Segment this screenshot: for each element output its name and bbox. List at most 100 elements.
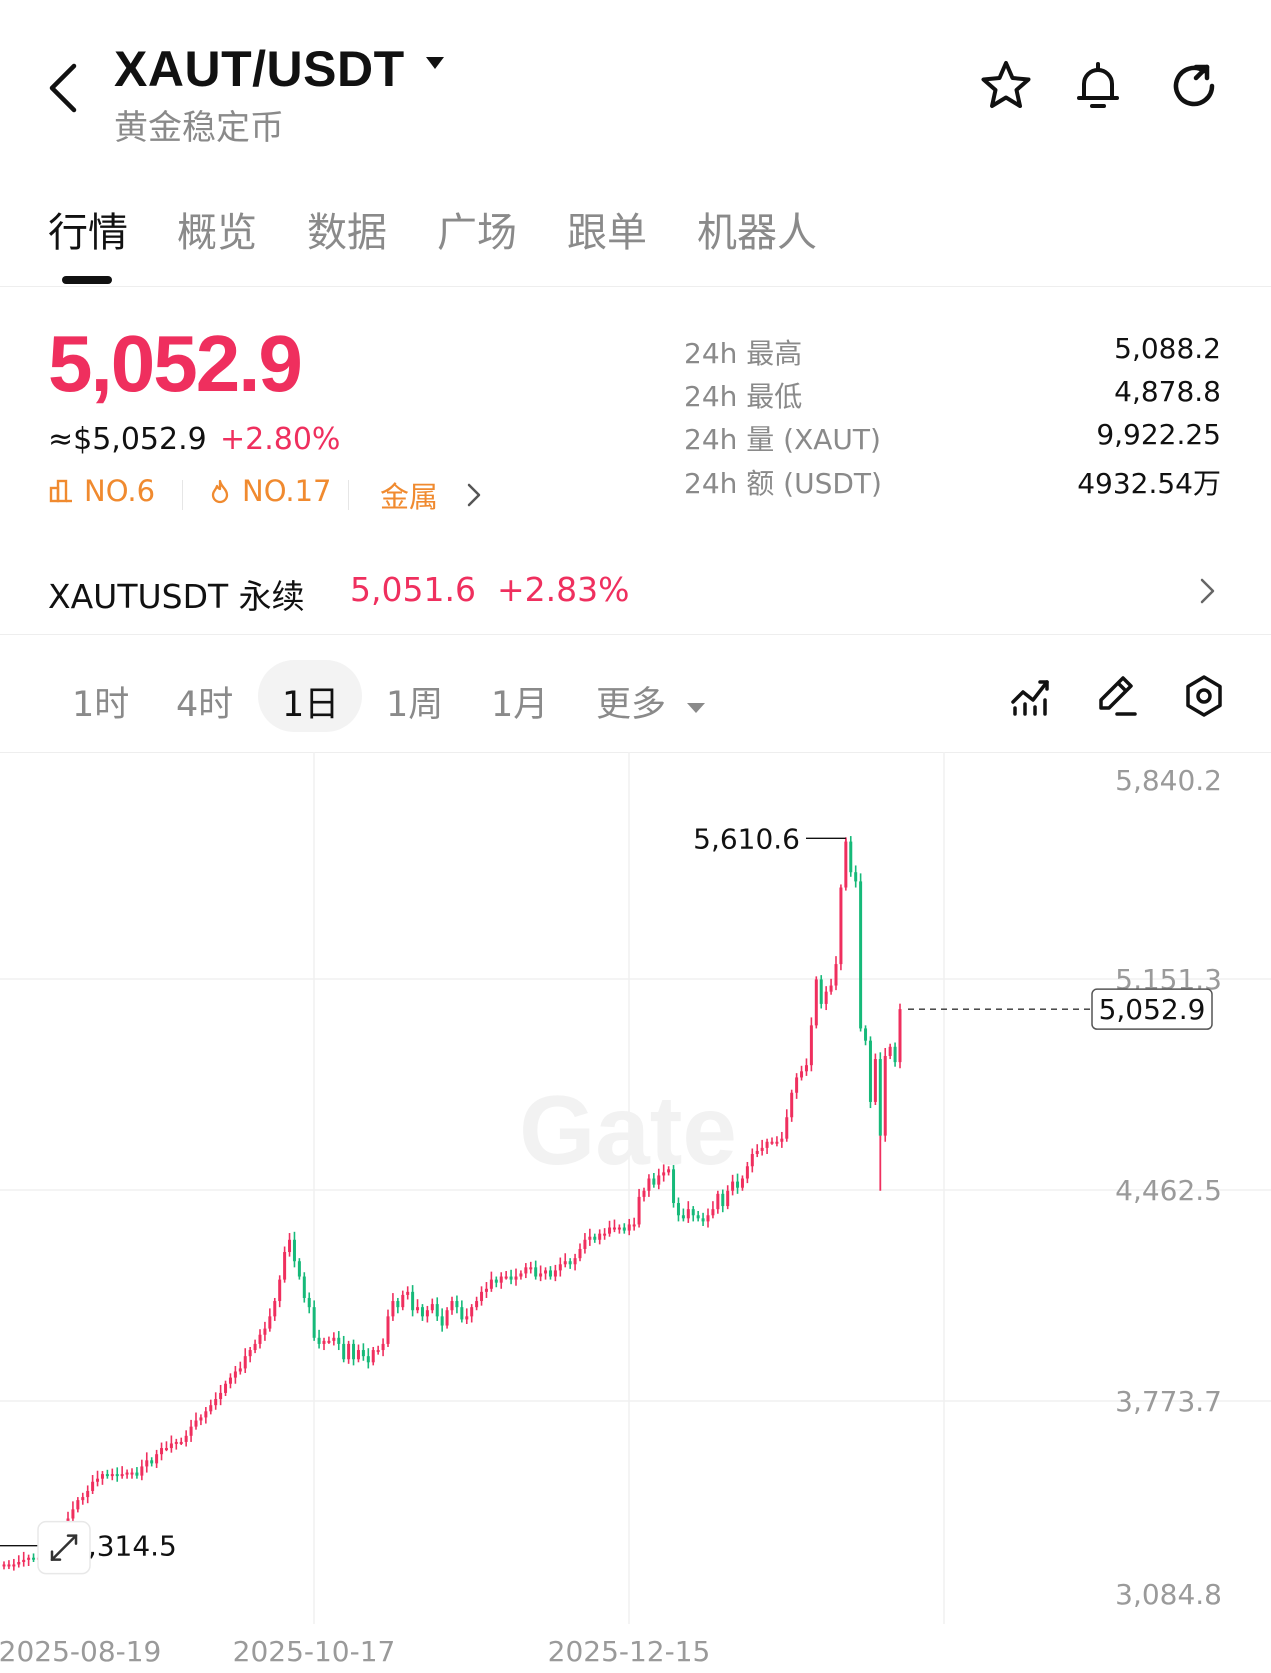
candle — [199, 1414, 203, 1426]
pair-title[interactable]: XAUT/USDT — [114, 41, 405, 97]
candle — [696, 1210, 700, 1222]
candle — [873, 1053, 877, 1105]
star-icon[interactable] — [978, 58, 1034, 114]
draw-pen-icon[interactable] — [1093, 672, 1141, 720]
perp-divider — [0, 634, 1271, 635]
candle — [2, 1561, 6, 1570]
stat-high-label: 24h 最高 — [684, 337, 803, 370]
candle — [425, 1305, 429, 1323]
candle — [100, 1471, 104, 1485]
approx-usd-price: ≈$5,052.9 — [48, 422, 207, 457]
expand-icon[interactable] — [37, 1520, 91, 1575]
interval-4h[interactable]: 4时 — [176, 685, 234, 725]
y-tick-label: 4,462.5 — [1115, 1174, 1222, 1207]
chevron-right-icon[interactable] — [1196, 574, 1220, 608]
candle — [347, 1340, 351, 1364]
perpetual-change: +2.83% — [497, 570, 630, 609]
indicator-icon[interactable] — [1007, 672, 1055, 720]
back-icon[interactable] — [40, 58, 90, 118]
candle — [795, 1073, 799, 1099]
candle — [416, 1299, 420, 1314]
interval-1w[interactable]: 1周 — [386, 685, 444, 725]
settings-hexagon-icon[interactable] — [1180, 672, 1228, 720]
candle — [160, 1442, 164, 1461]
candle — [391, 1293, 395, 1321]
candle — [524, 1263, 528, 1279]
interval-more[interactable]: 更多 — [596, 676, 707, 727]
candle — [332, 1332, 336, 1346]
candle — [288, 1233, 292, 1257]
candle — [721, 1189, 725, 1213]
candle — [420, 1304, 424, 1321]
tab-copy-trading[interactable]: 跟单 — [567, 210, 647, 256]
last-price-tag: 5,052.9 — [1091, 988, 1213, 1030]
bell-icon[interactable] — [1070, 58, 1126, 114]
candle — [17, 1555, 21, 1568]
candle — [657, 1168, 661, 1190]
tab-square[interactable]: 广场 — [437, 210, 517, 256]
tab-market[interactable]: 行情 — [48, 210, 128, 256]
candle — [125, 1469, 129, 1479]
chevron-right-icon — [467, 483, 481, 507]
candle — [819, 975, 823, 1009]
candle — [898, 1003, 902, 1069]
candle — [110, 1468, 114, 1481]
y-tick-label: 3,773.7 — [1115, 1385, 1222, 1418]
candle — [214, 1392, 218, 1410]
candle — [839, 884, 843, 971]
candle — [676, 1197, 680, 1222]
caret-down-icon[interactable] — [424, 55, 446, 71]
candle — [617, 1224, 621, 1234]
tab-bots[interactable]: 机器人 — [697, 210, 817, 256]
candle — [593, 1233, 597, 1243]
candle — [632, 1217, 636, 1231]
tab-overview[interactable]: 概览 — [177, 210, 257, 256]
y-tick-label: 3,084.8 — [1115, 1578, 1222, 1611]
interval-1d[interactable]: 1日 — [282, 685, 340, 725]
candle — [356, 1344, 360, 1363]
candle — [71, 1501, 75, 1525]
candle — [209, 1399, 213, 1415]
candle — [790, 1089, 794, 1122]
candle — [780, 1131, 784, 1148]
tab-data[interactable]: 数据 — [307, 210, 387, 256]
rank-badge-1[interactable]: NO.6 — [48, 474, 155, 508]
candle — [667, 1166, 671, 1176]
category-label: 金属 — [380, 480, 439, 514]
rank-badge-2[interactable]: NO.17 — [208, 474, 331, 508]
candle — [859, 873, 863, 1032]
candle — [233, 1365, 237, 1384]
candle — [292, 1231, 296, 1268]
candle — [120, 1466, 124, 1479]
candle — [219, 1384, 223, 1406]
candle — [691, 1206, 695, 1222]
candle — [273, 1297, 277, 1321]
interval-1h[interactable]: 1时 — [72, 685, 130, 725]
candle — [514, 1268, 518, 1286]
perpetual-price: 5,051.6 — [350, 570, 476, 609]
candle — [243, 1348, 247, 1374]
candle — [824, 986, 828, 1011]
candle — [189, 1419, 193, 1442]
candle — [711, 1201, 715, 1219]
candle — [731, 1174, 735, 1196]
candle — [578, 1243, 582, 1262]
candle — [864, 1025, 868, 1046]
candle — [755, 1144, 759, 1158]
caret-down-icon — [687, 703, 706, 713]
candle — [760, 1139, 764, 1156]
candle — [342, 1335, 346, 1363]
interval-1m[interactable]: 1月 — [491, 685, 549, 725]
category-link[interactable]: 金属 — [380, 474, 484, 516]
candle — [174, 1438, 178, 1450]
candle — [268, 1308, 272, 1332]
candle — [337, 1331, 341, 1351]
candle — [184, 1430, 188, 1447]
candle — [145, 1452, 149, 1473]
candle — [135, 1467, 139, 1479]
candle — [401, 1290, 405, 1311]
refresh-icon[interactable] — [1166, 58, 1222, 114]
candle — [809, 1017, 813, 1072]
candlestick-chart[interactable]: Gate 5,840.25,151.34,462.53,773.73,084.8… — [0, 752, 1271, 1673]
candle — [470, 1304, 474, 1323]
